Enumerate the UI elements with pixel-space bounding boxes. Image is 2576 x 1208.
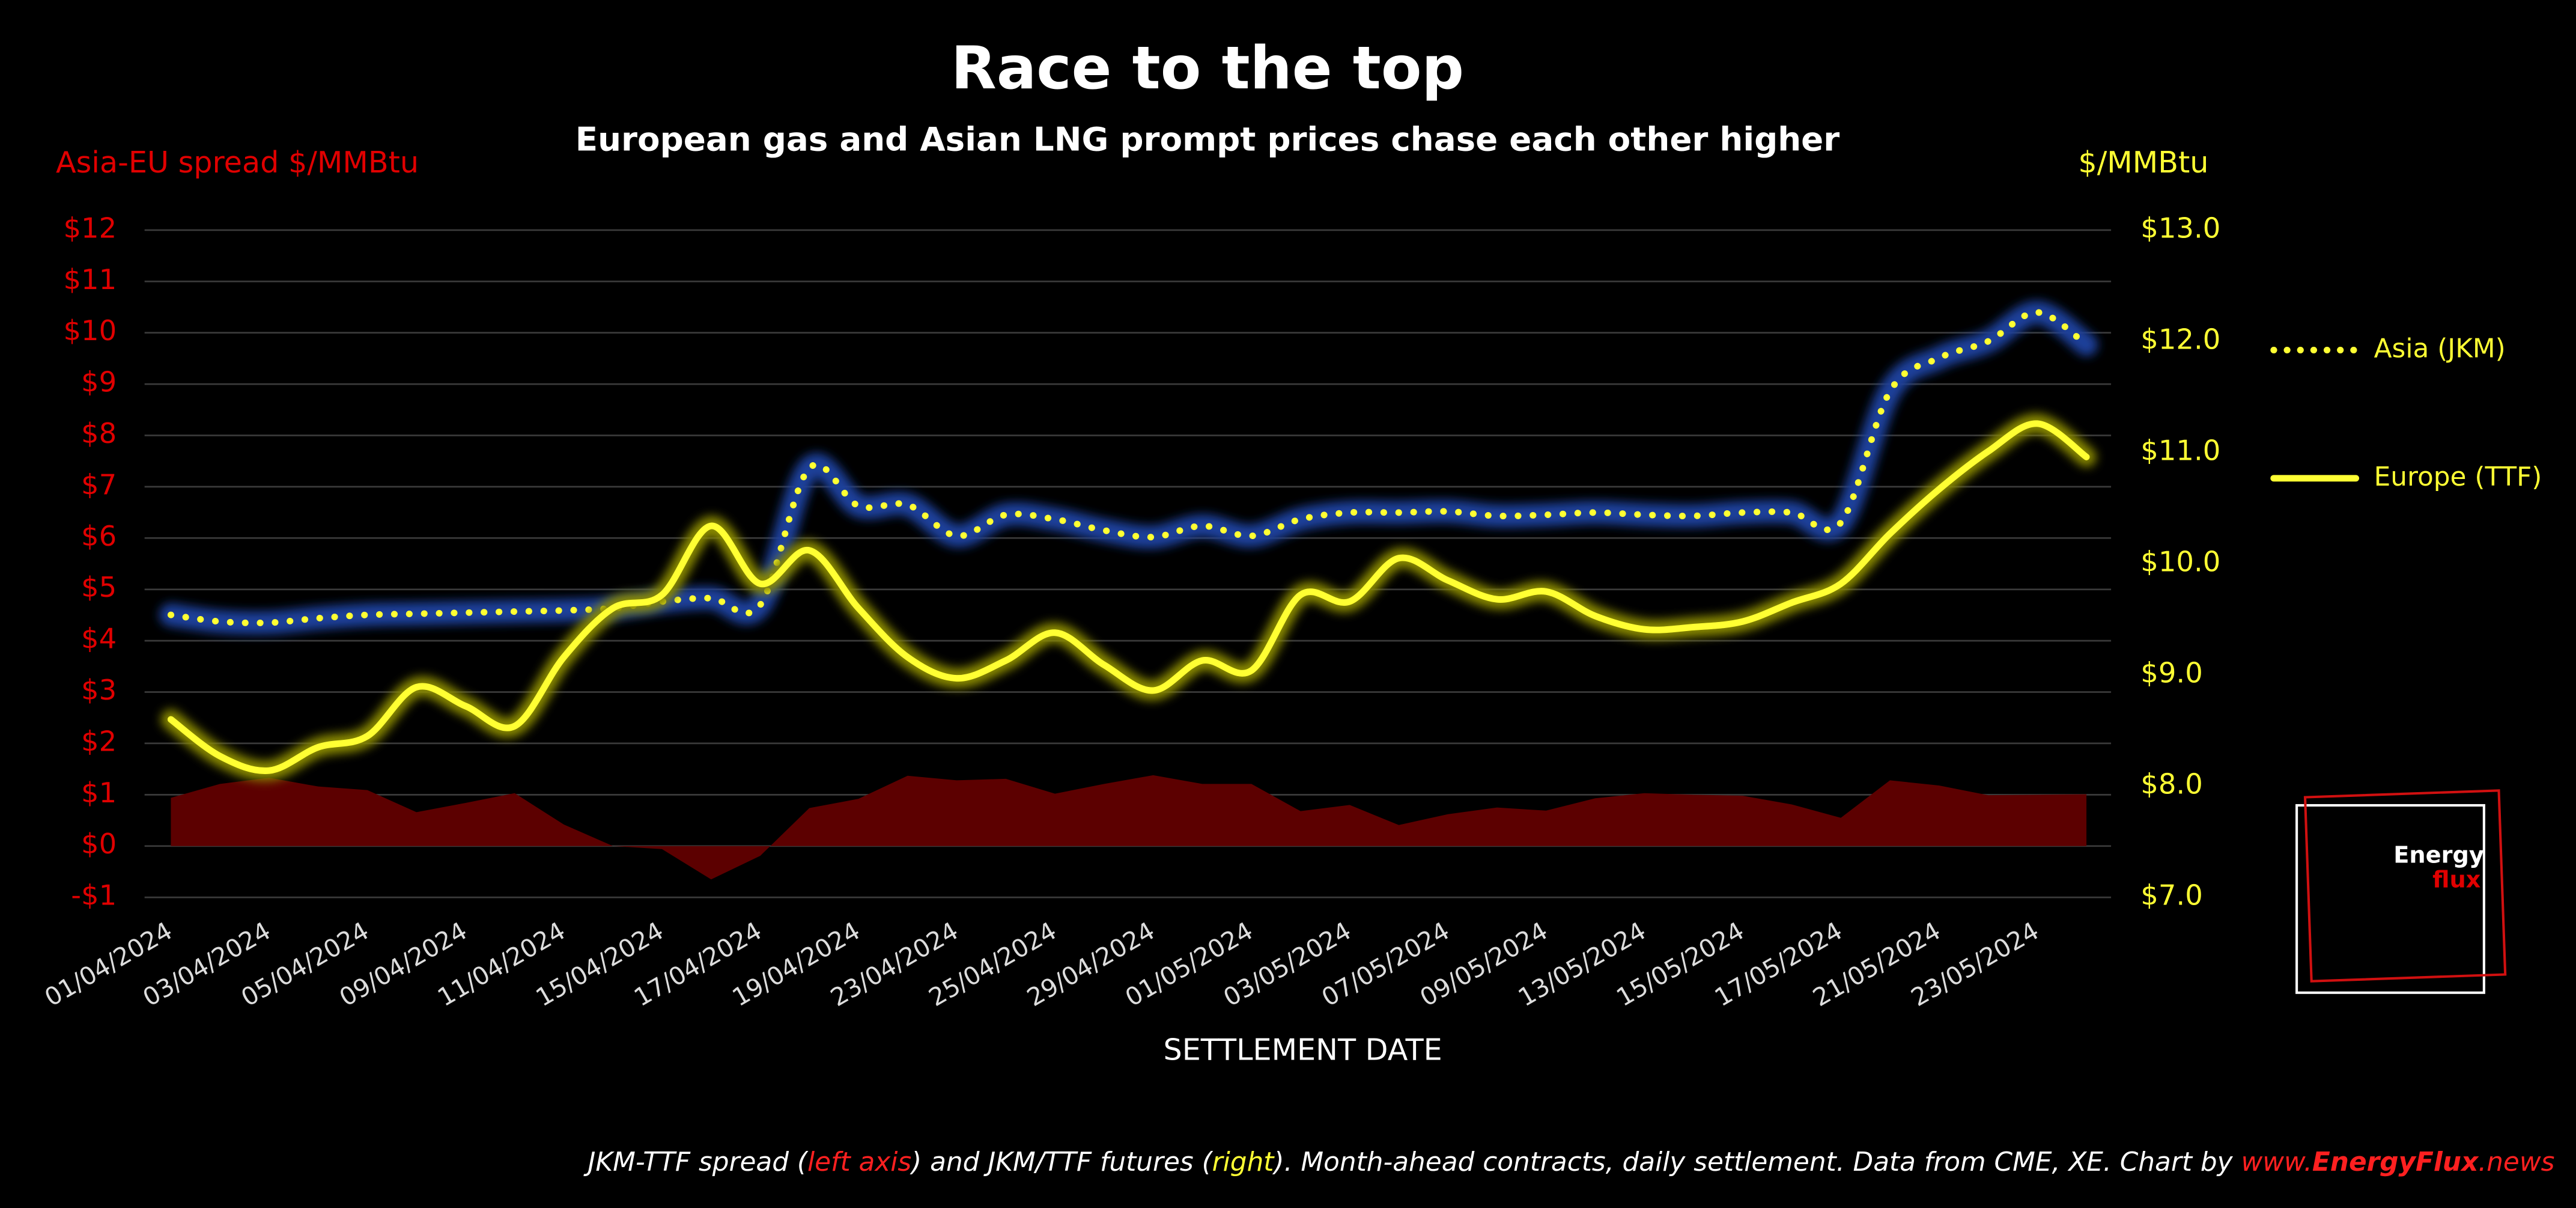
footnote: JKM-TTF spread (left axis) and JKM/TTF f… — [583, 1147, 2554, 1177]
logo-text: flux — [2432, 866, 2481, 893]
legend-label: Asia (JKM) — [2374, 333, 2506, 364]
y-tick-label: $0 — [81, 828, 117, 860]
y2-tick-label: $9.0 — [2140, 657, 2202, 689]
y-tick-label: $3 — [81, 674, 117, 706]
y-tick-label: $12 — [63, 212, 117, 244]
y2-tick-label: $8.0 — [2140, 768, 2202, 801]
y-axis-label: Asia-EU spread $/MMBtu — [56, 145, 419, 180]
series-line — [167, 420, 2090, 774]
line-glow — [159, 300, 2098, 635]
y-tick-label: $1 — [81, 776, 117, 809]
y-tick-label: $9 — [81, 366, 117, 398]
logo: Energy flux — [2295, 789, 2507, 994]
footnote-part: .news — [2478, 1147, 2554, 1177]
y2-tick-label: $7.0 — [2140, 879, 2202, 912]
footnote-part: ). Month-ahead contracts, daily settleme… — [1272, 1147, 2241, 1177]
y2-tick-label: $13.0 — [2140, 212, 2220, 244]
footnote-part: EnergyFlux — [2312, 1147, 2479, 1177]
footnote-part: JKM-TTF spread ( — [583, 1147, 808, 1177]
chart-subtitle: European gas and Asian LNG prompt prices… — [576, 120, 1840, 158]
y2-tick-label: $12.0 — [2140, 323, 2220, 355]
x-axis-label: SETTLEMENT DATE — [1163, 1033, 1442, 1067]
y-tick-label: $6 — [81, 520, 117, 552]
y2-tick-label: $10.0 — [2140, 546, 2220, 578]
logo-frame-red — [2303, 789, 2507, 983]
chart-title: Race to the top — [951, 34, 1464, 103]
y2-axis-label: $/MMBtu — [2078, 145, 2208, 180]
y-tick-label: $10 — [63, 314, 117, 347]
footnote-part: left axis — [807, 1147, 911, 1177]
y-tick-label: $5 — [81, 571, 117, 603]
y-tick-label: -$1 — [71, 879, 117, 912]
y-tick-label: $2 — [81, 725, 117, 757]
y-tick-label: $8 — [81, 417, 117, 450]
y-tick-label: $4 — [81, 623, 117, 655]
legend-label: Europe (TTF) — [2374, 462, 2542, 492]
footnote-part: ) and JKM/TTF futures ( — [910, 1147, 1213, 1177]
footnote-part: www. — [2241, 1147, 2312, 1177]
y2-tick-label: $11.0 — [2140, 434, 2220, 466]
logo-frame — [2295, 804, 2485, 994]
plot-area — [144, 229, 2112, 898]
footnote-part: right — [1212, 1147, 1275, 1177]
y-tick-label: $7 — [81, 468, 117, 501]
spread-area — [171, 775, 2087, 880]
y-tick-label: $11 — [63, 263, 117, 296]
logo-text: Energy — [2393, 841, 2484, 868]
